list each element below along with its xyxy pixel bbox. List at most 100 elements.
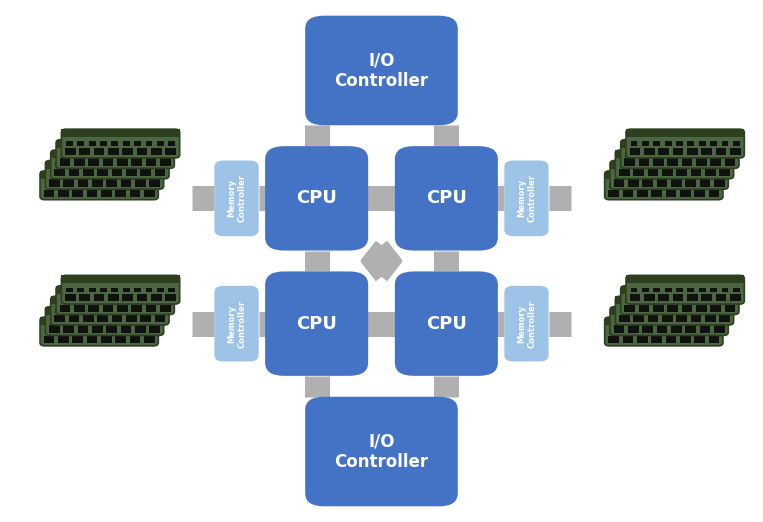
Bar	[60, 304, 70, 312]
Bar	[631, 162, 638, 167]
Bar	[648, 169, 658, 176]
Bar	[705, 169, 716, 176]
Bar	[655, 183, 662, 188]
Bar	[135, 162, 142, 167]
Bar	[108, 294, 119, 301]
Bar	[700, 325, 710, 333]
Bar	[723, 309, 729, 313]
Bar	[649, 319, 655, 324]
Bar	[121, 325, 131, 333]
Bar	[72, 173, 79, 177]
Bar	[100, 141, 107, 146]
Bar	[78, 179, 89, 186]
Bar	[694, 152, 700, 157]
Bar	[712, 329, 719, 334]
Bar	[158, 162, 165, 167]
Bar	[131, 158, 142, 165]
Bar	[677, 309, 684, 313]
Bar	[141, 173, 148, 177]
Bar	[714, 179, 725, 186]
Text: Memory
Controller: Memory Controller	[517, 300, 536, 348]
Bar	[705, 152, 712, 157]
Bar	[169, 288, 175, 292]
Bar	[92, 179, 103, 186]
Bar	[134, 141, 141, 146]
Bar	[642, 325, 653, 333]
Bar	[160, 304, 171, 312]
Bar	[725, 304, 736, 312]
Bar	[79, 183, 85, 188]
Bar	[108, 148, 119, 155]
FancyBboxPatch shape	[626, 129, 745, 158]
Bar	[146, 158, 156, 165]
FancyBboxPatch shape	[56, 139, 174, 168]
Bar	[648, 152, 655, 157]
Bar	[631, 309, 638, 313]
FancyBboxPatch shape	[604, 171, 723, 199]
Bar	[134, 288, 141, 292]
Bar	[680, 336, 691, 343]
Bar	[150, 325, 160, 333]
Bar	[141, 319, 148, 324]
Bar	[613, 179, 624, 186]
Bar	[43, 189, 54, 197]
Bar	[636, 152, 643, 157]
Bar	[72, 189, 83, 197]
Bar	[614, 319, 621, 324]
Bar	[660, 319, 667, 324]
Bar	[620, 309, 626, 313]
Bar	[107, 173, 114, 177]
Bar	[135, 179, 146, 186]
Bar	[676, 315, 687, 322]
Bar	[654, 162, 661, 167]
Bar	[118, 298, 124, 303]
Bar	[61, 173, 68, 177]
Bar	[111, 169, 122, 176]
Bar	[717, 319, 724, 324]
Bar	[163, 152, 170, 157]
Bar	[694, 298, 700, 303]
Bar	[716, 148, 726, 155]
Bar	[95, 319, 102, 324]
Bar	[56, 329, 63, 334]
FancyBboxPatch shape	[40, 171, 159, 199]
Bar	[665, 141, 671, 146]
Bar	[98, 315, 108, 322]
Bar	[124, 309, 130, 313]
Bar	[147, 183, 154, 188]
FancyBboxPatch shape	[61, 276, 180, 304]
Bar	[717, 173, 724, 177]
Bar	[74, 304, 85, 312]
Bar	[83, 298, 90, 303]
Bar	[628, 325, 639, 333]
Bar	[155, 169, 166, 176]
Bar	[126, 169, 137, 176]
Bar	[66, 162, 73, 167]
Bar	[163, 298, 170, 303]
Bar	[160, 158, 171, 165]
Bar	[665, 336, 676, 343]
Text: I/O
Controller: I/O Controller	[334, 51, 429, 90]
Bar	[730, 148, 741, 155]
Bar	[710, 288, 717, 292]
Bar	[623, 336, 633, 343]
Bar	[60, 152, 67, 157]
Bar	[103, 304, 114, 312]
Bar	[131, 304, 142, 312]
Bar	[643, 329, 650, 334]
Bar	[92, 325, 103, 333]
Bar	[665, 288, 671, 292]
Bar	[665, 162, 672, 167]
Bar	[61, 129, 179, 137]
Text: Memory
Controller: Memory Controller	[517, 174, 536, 222]
Bar	[723, 162, 729, 167]
Bar	[678, 183, 684, 188]
Bar	[608, 336, 619, 343]
Bar	[56, 183, 63, 188]
Bar	[101, 162, 108, 167]
FancyBboxPatch shape	[40, 317, 159, 346]
FancyBboxPatch shape	[395, 271, 497, 376]
FancyBboxPatch shape	[46, 307, 164, 336]
Bar	[615, 296, 734, 304]
Bar	[681, 158, 692, 165]
